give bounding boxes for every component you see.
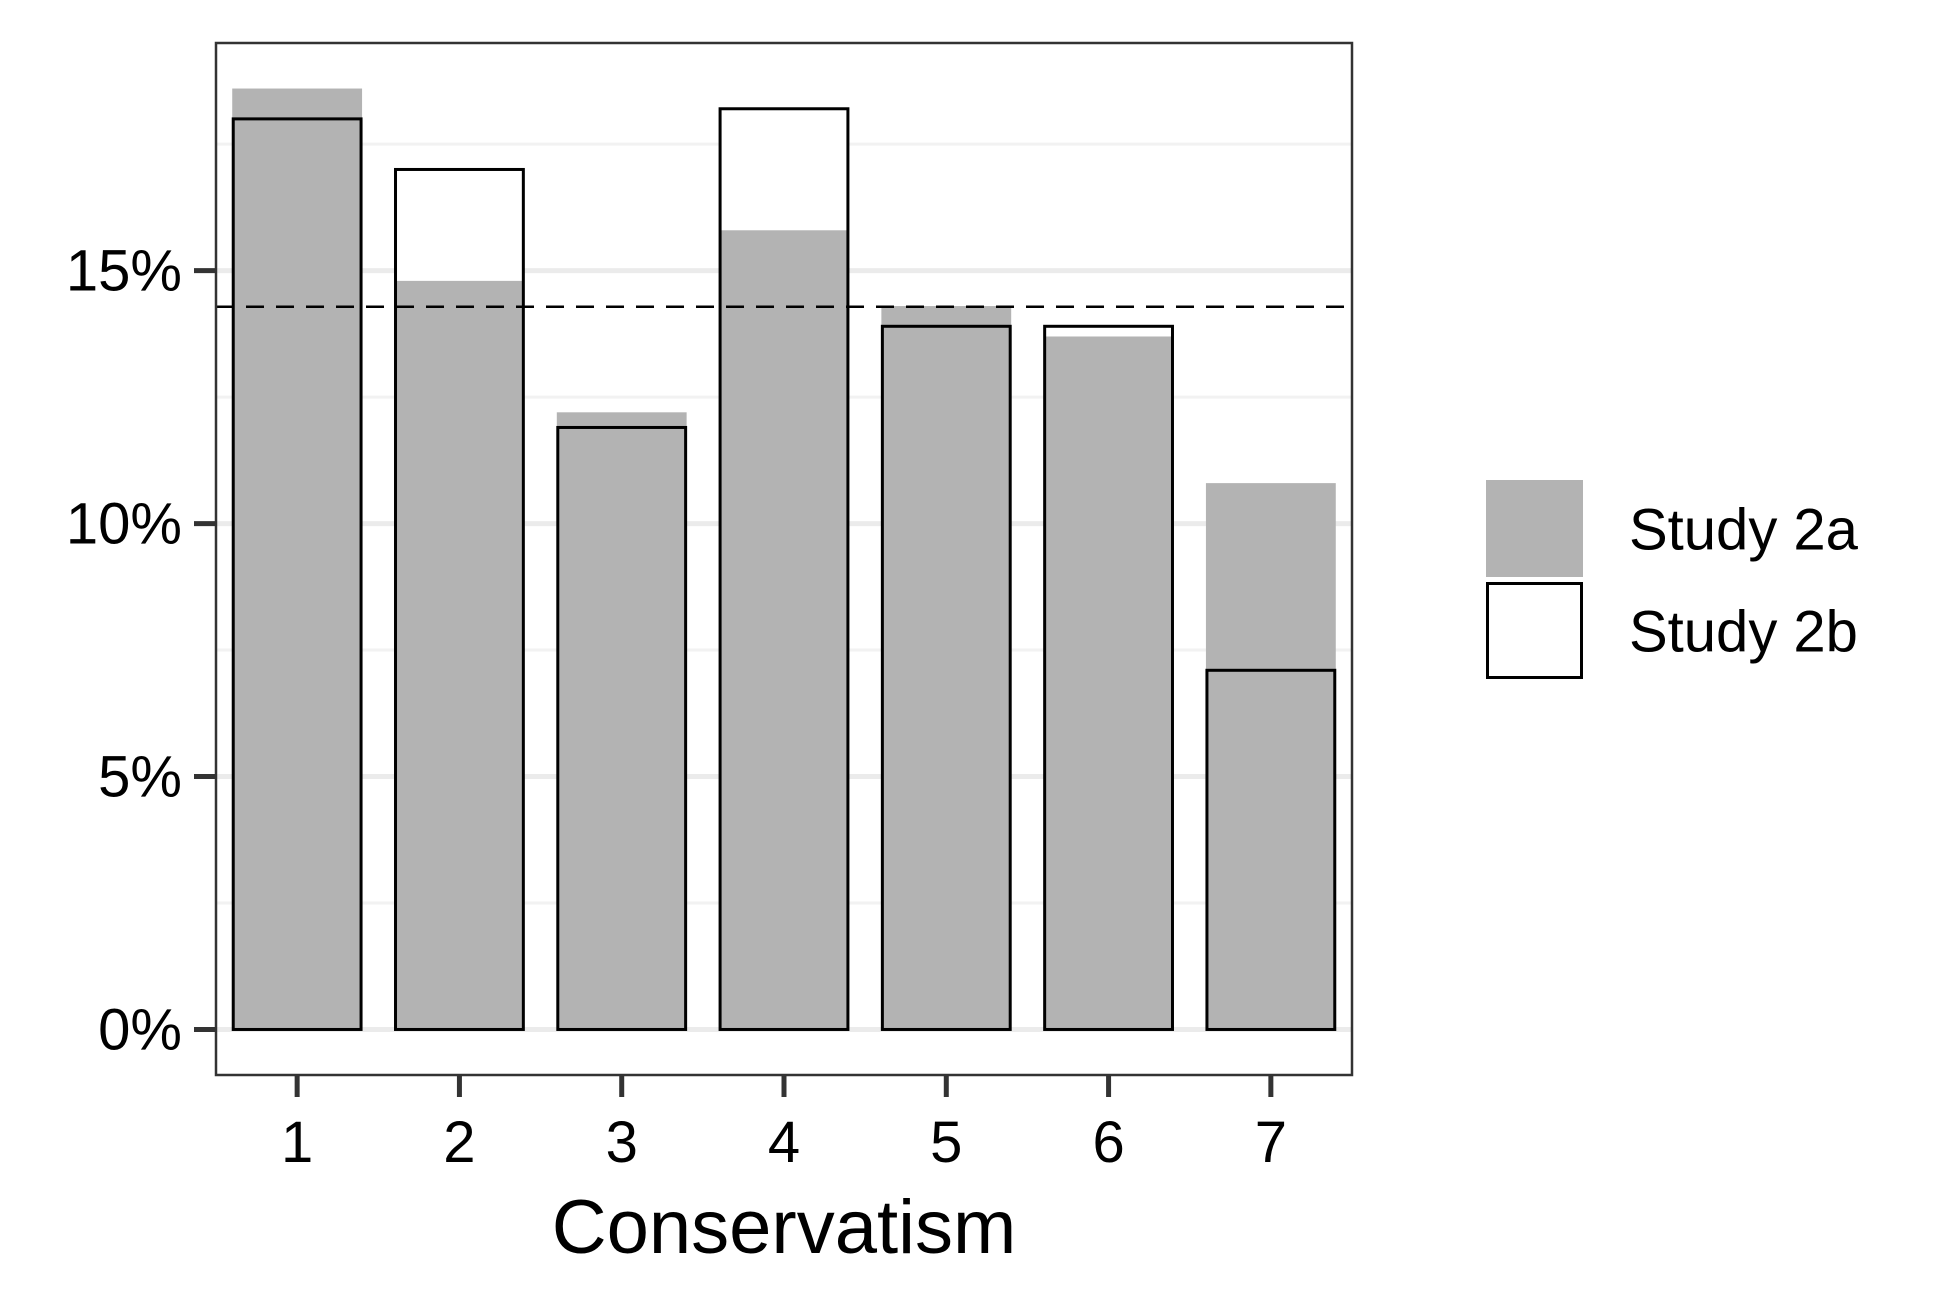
bar-study-2b-4	[718, 107, 850, 1031]
bar-study-2b-3	[556, 425, 688, 1031]
x-tick-label: 6	[1092, 1110, 1124, 1175]
x-axis: 1 2 3 4 5 6 7	[281, 1075, 1287, 1175]
bar-study-2b-6	[1043, 324, 1174, 1031]
legend-label: Study 2b	[1629, 600, 1858, 665]
legend-key-study-2a	[1486, 480, 1583, 577]
bar-study-2a-3	[556, 412, 687, 1030]
bar-study-2a-1	[232, 88, 363, 1030]
bar-study-2a-4	[719, 230, 849, 1030]
y-tick-label: 5%	[98, 745, 182, 810]
bar-study-2a-2	[394, 280, 525, 1030]
bar-study-2b-2	[394, 167, 525, 1031]
bar-study-2b-1	[231, 117, 363, 1031]
bar-study-2b-excess-4	[720, 108, 848, 231]
bar-study-2b-7	[1205, 668, 1337, 1031]
legend-label: Study 2a	[1629, 498, 1859, 563]
bar-study-2b-5	[880, 324, 1012, 1031]
legend-key-study-2b	[1486, 582, 1583, 679]
x-tick-label: 3	[606, 1110, 638, 1175]
legend: Study 2a Study 2b	[1486, 480, 1859, 679]
y-tick-label: 10%	[66, 492, 182, 557]
bar-study-2a-7	[1205, 483, 1336, 1030]
y-tick-label: 0%	[98, 997, 182, 1062]
y-axis: 0% 5% 10% 15%	[66, 239, 216, 1062]
bar-study-2b-excess-2	[395, 169, 524, 281]
x-tick-label: 4	[768, 1110, 800, 1175]
x-tick-label: 7	[1255, 1110, 1287, 1175]
x-tick-label: 1	[281, 1110, 313, 1175]
x-axis-title: Conservatism	[552, 1185, 1017, 1270]
bar-study-2b-excess-6	[1044, 326, 1173, 337]
x-tick-label: 5	[930, 1110, 962, 1175]
bar-study-2a-6	[1043, 336, 1174, 1030]
y-tick-label: 15%	[66, 239, 182, 304]
x-tick-label: 2	[443, 1110, 475, 1175]
series-study-2b-bars	[231, 107, 1337, 1031]
bar-study-2a-5	[881, 306, 1012, 1030]
series-study-2a-bars	[232, 88, 1336, 1030]
